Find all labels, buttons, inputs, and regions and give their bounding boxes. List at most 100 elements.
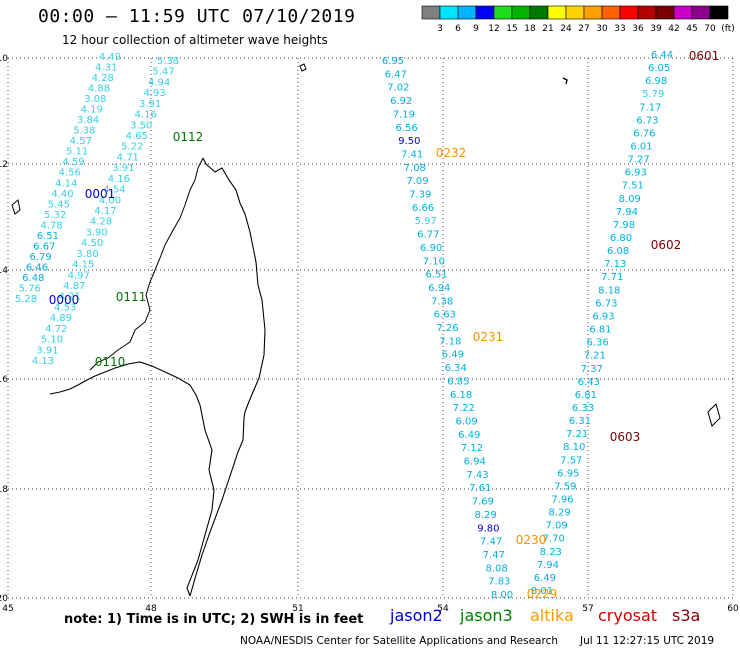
lat-tick-label: -14 <box>0 266 8 276</box>
swh-value: 6.93 <box>625 168 647 179</box>
swh-value: 6.47 <box>385 69 407 80</box>
map-grid: 45 48 51 54 57 60 -10 -12 -14 -16 -18 -20 <box>0 54 739 614</box>
swh-value: 8.08 <box>485 563 507 574</box>
swh-value: 3.80 <box>76 249 98 260</box>
colorbar-tick-label: 21 <box>542 24 553 34</box>
swh-value: 5.97 <box>415 216 437 227</box>
swh-value: 6.63 <box>434 310 456 321</box>
swh-value: 4.31 <box>95 63 117 74</box>
swh-value: 7.57 <box>560 455 582 466</box>
colorbar-tick-label: 3 <box>437 24 443 34</box>
swh-value: 6.33 <box>572 403 594 414</box>
colorbar-swatch <box>709 5 729 20</box>
swh-value: 7.70 <box>543 534 565 545</box>
swh-value: 7.94 <box>537 560 559 571</box>
swh-value: 7.83 <box>488 577 510 588</box>
swh-value: 6.79 <box>29 252 51 263</box>
pass-label-0231: 0231 <box>473 330 504 344</box>
swh-value: 5.11 <box>66 147 88 158</box>
swh-value: 6.73 <box>595 298 617 309</box>
swh-value: 8.01 <box>531 586 553 597</box>
swh-value: 7.98 <box>613 220 635 231</box>
swh-value: 5.79 <box>642 89 664 100</box>
lon-tick-label: 57 <box>582 604 593 614</box>
swh-value: 3.91 <box>36 345 58 356</box>
swh-value: 6.67 <box>33 241 55 252</box>
colorbar-tick-label: 36 <box>632 24 644 34</box>
colorbar-tick-label: 6 <box>455 24 461 34</box>
legend-altika: altika <box>530 606 574 625</box>
swh-value: 6.76 <box>633 128 655 139</box>
swh-value: 6.49 <box>534 573 556 584</box>
swh-value: 7.59 <box>554 481 576 492</box>
swh-value: 6.94 <box>464 457 486 468</box>
swh-value: 4.72 <box>45 324 67 335</box>
swh-value: 6.56 <box>395 123 417 134</box>
northwest-coast <box>89 157 204 371</box>
swh-value: 6.48 <box>22 273 44 284</box>
legend-cryosat: cryosat <box>598 606 658 625</box>
swh-value: 4.21 <box>59 292 81 303</box>
lon-tick-label: 45 <box>2 604 13 614</box>
colorbar-tick-label: 39 <box>650 24 662 34</box>
swh-value: 5.47 <box>152 67 174 78</box>
swh-value: 4.88 <box>88 84 110 95</box>
legend-s3a: s3a <box>672 606 701 625</box>
swh-value: 4.50 <box>81 238 103 249</box>
swh-value: 6.01 <box>630 142 652 153</box>
swh-value: 3.84 <box>77 115 99 126</box>
tromelin-island <box>562 77 568 85</box>
lat-tick-label: -16 <box>0 375 8 385</box>
swh-value: 5.10 <box>41 335 63 346</box>
swh-value: 3.91 <box>139 99 161 110</box>
swh-value: 6.95 <box>557 468 579 479</box>
swh-value: 7.94 <box>616 207 638 218</box>
swh-value: 7.21 <box>584 351 606 362</box>
swh-value: 7.61 <box>469 483 491 494</box>
swh-value: 4.16 <box>135 110 157 121</box>
swh-value: 6.08 <box>607 246 629 257</box>
swh-value: 4.14 <box>55 178 77 189</box>
colorbar-tick-label: 70 <box>704 24 716 34</box>
swh-value: 8.23 <box>540 547 562 558</box>
swh-value: 7.13 <box>604 259 626 270</box>
swh-value: 6.94 <box>428 283 450 294</box>
swh-value: 5.76 <box>19 284 41 295</box>
pass-label-0111: 0111 <box>116 290 147 304</box>
swh-value: 7.18 <box>439 336 461 347</box>
swh-value: 7.47 <box>480 537 502 548</box>
swh-value: 7.09 <box>406 176 428 187</box>
swh-value: 3.91 <box>112 163 134 174</box>
swh-value: 7.27 <box>627 155 649 166</box>
swh-value: 4.59 <box>62 157 84 168</box>
swh-value: 7.21 <box>566 429 588 440</box>
swh-value: 3.08 <box>84 94 106 105</box>
madagascar-coastline <box>11 63 721 597</box>
swh-value: 7.10 <box>423 256 445 267</box>
pass-label-0601: 0601 <box>689 49 720 63</box>
swh-value: 6.18 <box>450 390 472 401</box>
swh-value: 6.43 <box>578 377 600 388</box>
mayotte-island <box>299 63 307 72</box>
swh-value: 7.43 <box>466 470 488 481</box>
altimeter-tracks: 4.494.314.284.883.084.193.845.384.575.11… <box>15 50 673 601</box>
comoros-island <box>11 199 21 215</box>
pass-label-0603: 0603 <box>610 430 641 444</box>
swh-value: 7.38 <box>431 296 453 307</box>
swh-value: 6.09 <box>455 417 477 428</box>
swh-value: 6.92 <box>390 96 412 107</box>
lon-tick-label: 60 <box>727 604 739 614</box>
pass-time-labels: 0000 0001 0110 0111 0112 0229 0230 0231 0232 0601… <box>49 49 720 601</box>
swh-value: 7.71 <box>601 272 623 283</box>
swh-value: 6.34 <box>445 363 467 374</box>
swh-value: 6.51 <box>425 270 447 281</box>
swh-value: 7.08 <box>404 163 426 174</box>
swh-value: 7.19 <box>393 109 415 120</box>
colorbar-unit: (ft) <box>721 24 735 34</box>
swh-value: 8.18 <box>598 285 620 296</box>
colorbar-tick-label: 30 <box>596 24 608 34</box>
pass-label-0229: 0229 <box>527 587 558 601</box>
legend-jason2: jason2 <box>390 606 443 625</box>
map-subtitle: 12 hour collection of altimeter wave hei… <box>62 33 328 47</box>
